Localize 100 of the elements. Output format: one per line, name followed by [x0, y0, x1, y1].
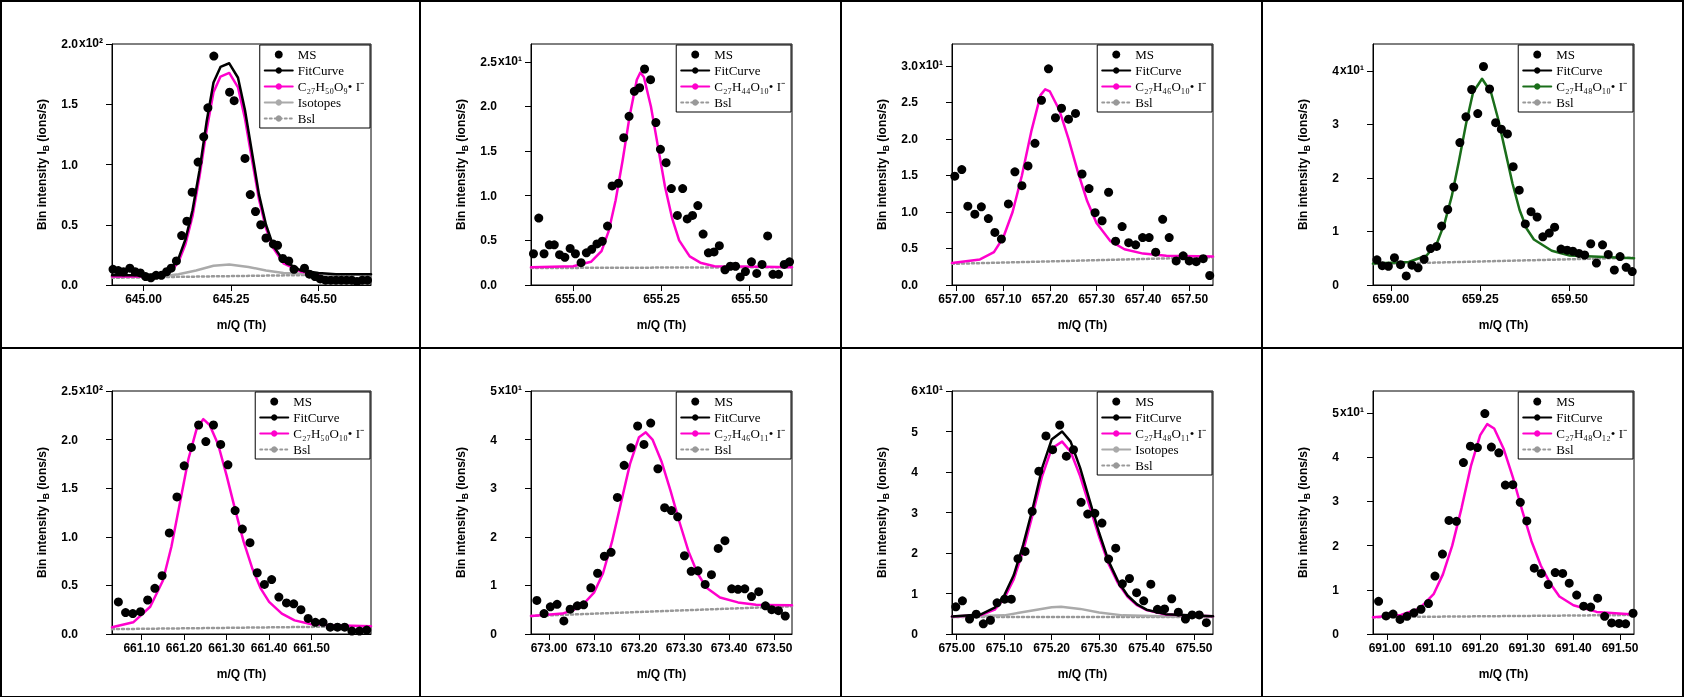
legend-label: Bsl [714, 95, 732, 110]
point [203, 103, 213, 113]
point [310, 617, 320, 627]
point [957, 595, 967, 605]
point [976, 202, 986, 212]
point [747, 591, 756, 601]
point [970, 209, 980, 219]
point [259, 579, 269, 589]
point [164, 527, 174, 537]
x-tick-label: 675.50 [1175, 640, 1213, 655]
y-axis-title: Bin intensity IB (ions/s) [454, 446, 470, 578]
point [720, 535, 730, 545]
x-tick-label: 657.50 [1171, 292, 1209, 306]
point [1131, 240, 1141, 250]
point [171, 256, 181, 266]
y-tick-label: 3 [911, 505, 919, 519]
legend-label: FitCurve [297, 63, 345, 78]
point [1144, 233, 1154, 243]
point [1020, 546, 1030, 556]
point [1139, 595, 1149, 605]
point [223, 459, 233, 469]
x-axis-title: m/Q (Th) [1478, 666, 1529, 681]
point [1416, 604, 1426, 614]
point [1146, 579, 1156, 589]
x-tick-label: 657.00 [938, 292, 976, 306]
y-axis-title: Bin intensity IB (ions/s) [1296, 446, 1312, 578]
x-axis-title: m/Q (Th) [636, 666, 687, 681]
point [698, 229, 708, 239]
point [1473, 109, 1483, 119]
point [539, 249, 549, 259]
y-tick-label: 2.5 [480, 54, 498, 69]
point [289, 264, 299, 274]
point [252, 567, 262, 577]
point [1043, 64, 1053, 74]
point [1591, 258, 1601, 268]
point [1194, 609, 1204, 619]
point [1485, 84, 1495, 94]
point [624, 111, 634, 121]
y-tick-label: 4 [1332, 449, 1340, 464]
legend-label: C₂₇H₄₈O₁₂• I⁻ [1556, 425, 1628, 441]
point [121, 607, 131, 617]
point [256, 220, 266, 230]
point [740, 267, 750, 277]
legend-label: C₂₇H₄₄O₁₀• I⁻ [714, 79, 786, 94]
point [971, 609, 981, 619]
point [1396, 260, 1406, 270]
y-tick-label: 1 [1332, 582, 1340, 597]
legend-label: FitCurve [714, 63, 761, 78]
point [1508, 479, 1518, 489]
text: x10¹ [498, 53, 523, 68]
point [651, 118, 661, 128]
x-tick-label: 675.30 [1080, 640, 1118, 655]
point [619, 133, 629, 143]
x-axis-title: m/Q (Th) [1478, 318, 1529, 332]
y-tick-label: 1.5 [61, 480, 79, 495]
point [673, 511, 683, 521]
x-tick-label: 659.50 [1551, 292, 1589, 306]
point [1564, 578, 1574, 588]
x-tick-label: 673.10 [575, 640, 613, 655]
point [1132, 587, 1142, 597]
point [693, 201, 703, 211]
text: x10² [79, 382, 104, 397]
point [1451, 516, 1461, 526]
point [1374, 596, 1384, 606]
y-tick-label: 3 [1332, 493, 1340, 508]
point [1544, 228, 1554, 238]
point [1076, 497, 1086, 507]
y-tick-label: 2.0 [901, 131, 919, 146]
point [785, 257, 795, 267]
legend-label: MS [1135, 393, 1155, 409]
x-tick-label: 691.30 [1508, 640, 1546, 655]
point [318, 617, 328, 627]
point [985, 615, 995, 625]
point [633, 420, 643, 430]
point [666, 184, 676, 194]
point [1389, 253, 1399, 263]
text: x10¹ [1340, 404, 1365, 419]
point [1615, 252, 1625, 262]
point [1586, 239, 1596, 249]
point [560, 252, 570, 262]
x-tick-label: 657.40 [1124, 292, 1162, 306]
x-tick-label: 661.20 [165, 640, 203, 655]
point [626, 442, 636, 452]
y-tick-label: 2 [1332, 170, 1340, 185]
point [1467, 85, 1477, 95]
point [757, 259, 767, 269]
point [1198, 254, 1208, 264]
y-axis-title: Bin intensity IB (ions/s) [875, 446, 891, 578]
point [1529, 563, 1539, 573]
point [1543, 579, 1553, 589]
legend-label: FitCurve [293, 409, 340, 425]
y-tick-label: 0.0 [480, 278, 498, 292]
legend-label: Bsl [293, 441, 311, 457]
legend-label: Bsl [1135, 95, 1153, 110]
point [1461, 112, 1471, 122]
x-tick-label: 645.50 [300, 292, 338, 306]
y-tick-label: 5 [911, 424, 919, 438]
y-tick-label: 2.5 [901, 95, 919, 110]
point [157, 570, 167, 580]
point [1178, 251, 1188, 261]
